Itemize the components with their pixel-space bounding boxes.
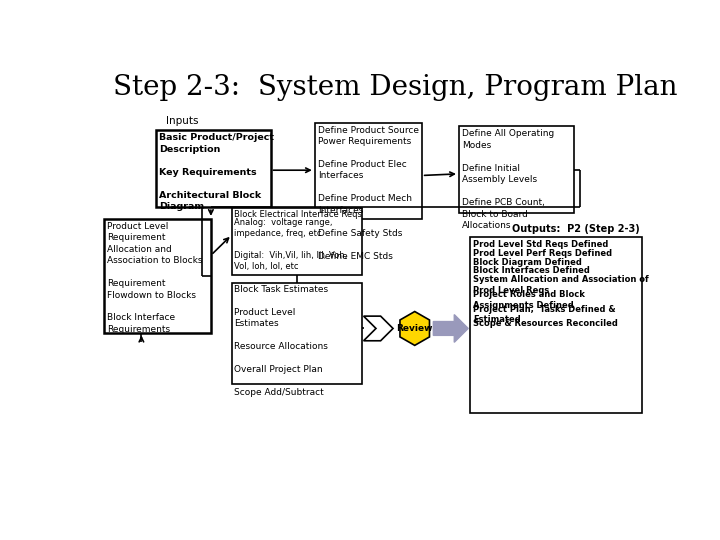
Text: Define All Operating
Modes

Define Initial
Assembly Levels

Define PCB Count,
Bl: Define All Operating Modes Define Initia… <box>462 130 554 230</box>
Text: Scope & Resources Reconciled: Scope & Resources Reconciled <box>473 319 618 328</box>
Bar <box>232 283 362 384</box>
Text: Block Interfaces Defined: Block Interfaces Defined <box>473 266 590 275</box>
Text: Define Product Source
Power Requirements

Define Product Elec
Interfaces

Define: Define Product Source Power Requirements… <box>318 126 419 261</box>
Bar <box>315 123 422 219</box>
Text: Inputs: Inputs <box>166 117 199 126</box>
Text: Outputs:  P2 (Step 2-3): Outputs: P2 (Step 2-3) <box>513 224 640 234</box>
Text: Step 2-3:  System Design, Program Plan: Step 2-3: System Design, Program Plan <box>113 74 678 101</box>
Text: Review: Review <box>397 324 433 333</box>
Bar <box>156 130 271 207</box>
Bar <box>104 219 211 333</box>
Text: Prod Level Std Reqs Defined: Prod Level Std Reqs Defined <box>473 240 608 249</box>
Text: Product Level
Requirement
Allocation and
Association to Blocks

Requirement
Flow: Product Level Requirement Allocation and… <box>107 222 202 334</box>
Bar <box>232 208 362 275</box>
Text: Block Electrical Interface Reqs: Block Electrical Interface Reqs <box>234 211 362 219</box>
Text: Block Task Estimates

Product Level
Estimates

Resource Allocations

Overall Pro: Block Task Estimates Product Level Estim… <box>234 285 328 397</box>
Text: Project Plan,  Tasks Defined &
Estimated: Project Plan, Tasks Defined & Estimated <box>473 305 616 325</box>
Bar <box>469 237 642 413</box>
Polygon shape <box>364 316 393 341</box>
Bar <box>459 126 574 213</box>
Text: Project Roles and Block
Assignments Defined: Project Roles and Block Assignments Defi… <box>473 290 585 309</box>
Polygon shape <box>433 315 468 342</box>
Text: Prod Level Perf Reqs Defined: Prod Level Perf Reqs Defined <box>473 249 612 258</box>
Text: Analog:  voltage range,
impedance, freq, etc

Digital:  Vih,Vil, Iih, Iil, Voh,
: Analog: voltage range, impedance, freq, … <box>234 218 347 272</box>
Text: System Allocation and Association of
Prod Level Reqs: System Allocation and Association of Pro… <box>473 275 649 295</box>
Text: Basic Product/Project
Description

Key Requirements

Architectural Block
Diagram: Basic Product/Project Description Key Re… <box>159 133 274 211</box>
Text: Block Diagram Defined: Block Diagram Defined <box>473 258 582 267</box>
Polygon shape <box>400 312 430 346</box>
